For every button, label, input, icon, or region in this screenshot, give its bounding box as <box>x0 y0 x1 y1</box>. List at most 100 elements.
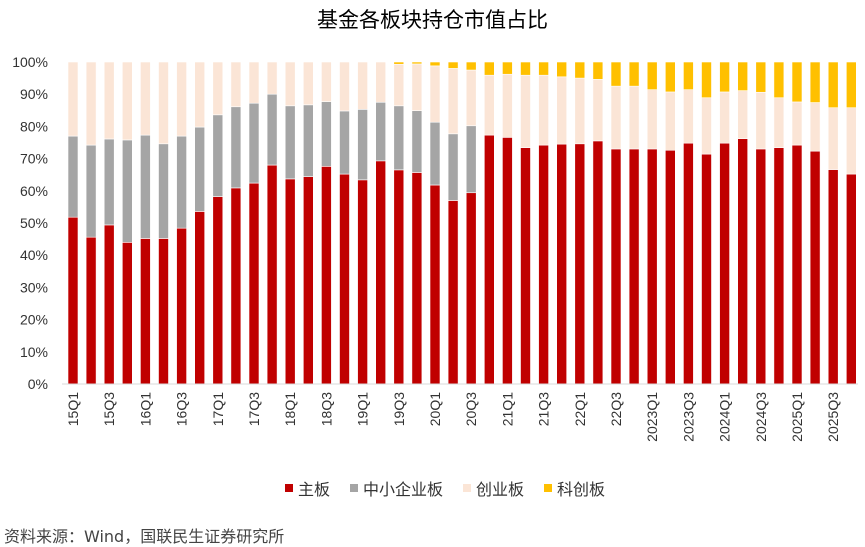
bar-segment-main-board <box>502 137 513 385</box>
bar-segment-star-market <box>502 61 513 75</box>
bar-segment-chinext <box>194 61 205 128</box>
bar-segment-main-board <box>592 140 604 385</box>
bar-segment-chinext <box>701 97 712 155</box>
bar-segment-sme-board <box>158 143 169 239</box>
bar-segment-star-market <box>465 61 477 71</box>
bar-segment-star-market <box>646 61 658 90</box>
bar-segment-chinext <box>483 74 495 136</box>
x-tick-label: 17Q3 <box>246 392 262 426</box>
bar-segment-sme-board <box>248 102 260 184</box>
bar-segment-sme-board <box>85 144 97 238</box>
y-tick-label: 100% <box>12 54 48 70</box>
bar-segment-chinext <box>411 63 423 111</box>
bar-segment-sme-board <box>465 125 477 194</box>
x-tick-label: 19Q3 <box>391 392 407 426</box>
bar-segment-main-board <box>212 196 224 385</box>
bar-segment-main-board <box>357 179 368 385</box>
bar-segment-star-market <box>791 61 803 103</box>
bar-segment-star-market <box>574 61 586 79</box>
source-note: 资料来源：Wind，国联民生证券研究所 <box>4 527 285 546</box>
x-tick-label: 16Q3 <box>174 392 190 426</box>
bar-segment-sme-board <box>447 133 459 201</box>
x-tick-label: 22Q1 <box>572 392 588 426</box>
bar-segment-main-board <box>429 184 441 385</box>
x-tick-label: 21Q3 <box>536 392 552 426</box>
x-tick-label: 15Q1 <box>65 392 81 426</box>
bar-segment-main-board <box>520 147 531 385</box>
x-tick-label: 20Q1 <box>427 392 443 426</box>
bar-segment-chinext <box>538 74 549 146</box>
bar-segment-chinext <box>592 79 604 142</box>
bars <box>67 61 857 385</box>
bar-segment-chinext <box>502 73 513 138</box>
bar-segment-chinext <box>574 77 586 145</box>
bar-segment-main-board <box>230 187 242 385</box>
bar-segment-chinext <box>230 61 242 108</box>
y-tick-label: 80% <box>20 118 48 134</box>
bar-segment-main-board <box>85 236 97 385</box>
bar-segment-chinext <box>393 63 405 107</box>
x-tick-label: 19Q1 <box>355 392 371 426</box>
bar-segment-main-board <box>845 173 857 385</box>
bar-segment-chinext <box>610 85 622 150</box>
bar-segment-sme-board <box>339 110 350 175</box>
bar-segment-main-board <box>827 169 839 385</box>
x-tick-label: 22Q3 <box>608 392 624 426</box>
bar-segment-sme-board <box>321 101 332 167</box>
bar-segment-chinext <box>284 61 296 107</box>
bar-segment-main-board <box>447 200 459 385</box>
legend-label: 中小企业板 <box>363 480 444 499</box>
bar-segment-chinext <box>791 101 803 146</box>
bar-segment-sme-board <box>393 105 405 171</box>
y-tick-label: 40% <box>20 247 48 263</box>
bar-segment-star-market <box>610 61 622 87</box>
legend-label: 主板 <box>298 480 331 499</box>
x-tick-label: 2024Q3 <box>753 392 769 442</box>
bar-segment-main-board <box>411 172 423 385</box>
bar-segment-sme-board <box>284 105 296 180</box>
x-tick-label: 16Q1 <box>137 392 153 426</box>
bar-segment-sme-board <box>302 104 314 177</box>
bar-segment-chinext <box>158 61 169 145</box>
bar-segment-chinext <box>212 61 224 116</box>
x-tick-label: 21Q1 <box>499 392 515 426</box>
bar-segment-chinext <box>103 61 115 140</box>
bar-segment-sme-board <box>122 139 133 243</box>
bar-segment-main-board <box>719 142 730 385</box>
bar-segment-main-board <box>302 176 314 385</box>
bar-segment-main-board <box>628 148 640 385</box>
bar-segment-main-board <box>375 160 387 385</box>
bar-segment-sme-board <box>176 135 187 229</box>
bar-segment-star-market <box>592 61 604 80</box>
bar-segment-chinext <box>248 61 260 104</box>
bar-segment-chinext <box>827 107 839 170</box>
bar-segment-chinext <box>845 107 857 175</box>
bar-segment-chinext <box>773 97 785 148</box>
legend-item-main-board: 主板 <box>285 476 330 500</box>
bar-segment-star-market <box>845 61 857 109</box>
legend-item-sme-board: 中小企业板 <box>350 476 443 500</box>
bar-segment-chinext <box>375 61 387 103</box>
legend-label: 科创板 <box>557 480 606 499</box>
bar-segment-sme-board <box>357 109 368 181</box>
legend-swatch <box>544 484 553 492</box>
bar-segment-chinext <box>719 91 730 144</box>
bar-segment-chinext <box>357 61 368 110</box>
bar-segment-chinext <box>67 61 79 137</box>
y-axis: 0% 10% 20% 30% 40% 50% 60% 70% 80% 90% 100% <box>12 54 48 392</box>
bar-segment-chinext <box>556 76 568 145</box>
x-tick-label: 17Q1 <box>210 392 226 426</box>
bar-segment-main-board <box>393 169 405 385</box>
bar-segment-chinext <box>122 61 133 141</box>
bar-segment-main-board <box>610 148 622 385</box>
x-tick-label: 2023Q3 <box>680 392 696 442</box>
legend-swatch <box>285 484 293 492</box>
x-tick-label: 18Q3 <box>318 392 334 426</box>
bar-segment-main-board <box>122 242 133 385</box>
bar-segment-main-board <box>791 144 803 385</box>
y-tick-label: 0% <box>28 376 48 392</box>
bar-segment-star-market <box>429 61 441 67</box>
bar-segment-chinext <box>755 91 767 150</box>
y-tick-label: 10% <box>20 344 48 360</box>
